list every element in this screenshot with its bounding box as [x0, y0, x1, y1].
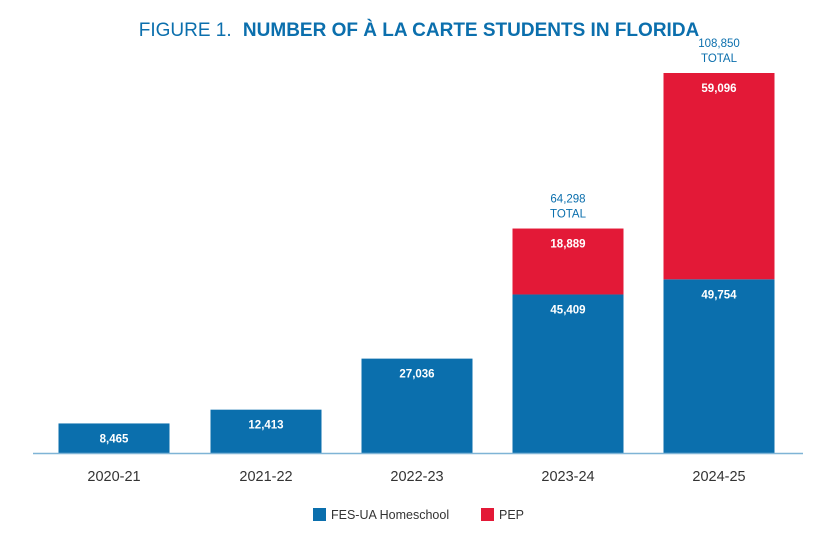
x-tick-label-2021-22: 2021-22 [239, 469, 292, 485]
chart-title-main: NUMBER OF À LA CARTE STUDENTS IN FLORIDA [243, 19, 700, 41]
total-label-2024-25: TOTAL [701, 53, 738, 65]
bar-fes-ua-2020-21 [58, 423, 170, 453]
total-value-2024-25: 108,850 [698, 38, 740, 50]
total-label-2023-24: TOTAL [550, 209, 587, 221]
data-label-fes-ua-2022-23: 27,036 [399, 369, 434, 381]
x-tick-label-2023-24: 2023-24 [541, 469, 594, 485]
bar-fes-ua-2024-25 [663, 279, 775, 453]
total-value-2023-24: 64,298 [550, 194, 585, 206]
bar-fes-ua-2022-23 [361, 358, 473, 453]
x-tick-labels: 2020-21 2021-22 2022-23 2023-24 2024-25 [87, 469, 745, 485]
chart-title: FIGURE 1. NUMBER OF À LA CARTE STUDENTS … [139, 19, 700, 41]
bar-pep-2023-24 [512, 228, 624, 295]
data-label-pep-2023-24: 18,889 [550, 239, 585, 251]
legend-label-pep: PEP [499, 508, 524, 522]
legend-swatch-fes-ua [313, 508, 326, 521]
bar-fes-ua-2021-22 [210, 409, 322, 453]
legend: FES-UA Homeschool PEP [313, 508, 524, 522]
x-tick-label-2022-23: 2022-23 [390, 469, 443, 485]
data-label-fes-ua-2020-21: 8,465 [100, 433, 129, 445]
data-label-fes-ua-2024-25: 49,754 [701, 289, 737, 301]
legend-swatch-pep [481, 508, 494, 521]
bar-fes-ua-2023-24 [512, 294, 624, 453]
x-tick-label-2020-21: 2020-21 [87, 469, 140, 485]
bar-pep-2024-25 [663, 73, 775, 280]
data-label-pep-2024-25: 59,096 [701, 83, 736, 95]
legend-label-fes-ua: FES-UA Homeschool [331, 508, 449, 522]
x-tick-label-2024-25: 2024-25 [692, 469, 745, 485]
chart-title-prefix: FIGURE 1. [139, 20, 232, 41]
data-label-fes-ua-2021-22: 12,413 [248, 420, 283, 432]
data-label-fes-ua-2023-24: 45,409 [550, 304, 585, 316]
bars-group: 8,465 12,413 27,036 45,409 18,889 64,298 TOTAL… [58, 38, 775, 453]
